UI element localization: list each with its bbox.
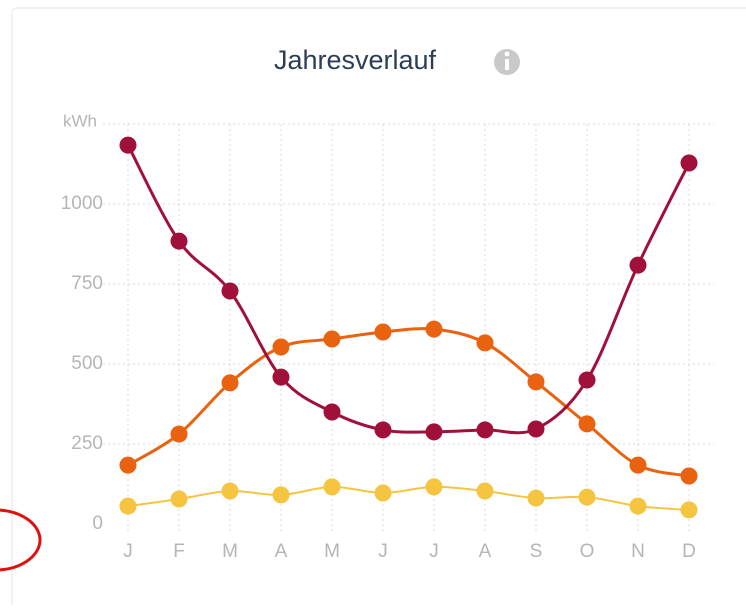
- x-tick-label: D: [682, 541, 696, 562]
- data-point: [119, 456, 137, 474]
- data-point: [425, 478, 443, 496]
- data-point: [170, 490, 188, 508]
- data-point: [629, 497, 647, 515]
- data-point: [221, 282, 239, 300]
- data-point: [374, 484, 392, 502]
- x-tick-label: F: [173, 541, 185, 562]
- data-point: [578, 488, 596, 506]
- y-axis-label: kWh: [63, 111, 97, 130]
- data-point: [221, 374, 239, 392]
- x-tick-label: M: [324, 541, 340, 562]
- data-point: [476, 334, 494, 352]
- x-tick-label: O: [580, 541, 595, 562]
- data-point: [272, 368, 290, 386]
- data-point: [221, 482, 239, 500]
- data-point: [680, 501, 698, 519]
- data-point: [272, 338, 290, 356]
- data-point: [374, 323, 392, 341]
- data-point: [425, 320, 443, 338]
- data-point: [374, 421, 392, 439]
- info-icon[interactable]: [494, 49, 520, 75]
- data-point: [680, 154, 698, 172]
- data-point: [680, 467, 698, 485]
- x-tick-label: J: [123, 541, 133, 562]
- data-point: [476, 421, 494, 439]
- data-point: [629, 456, 647, 474]
- chart-title: Jahresverlauf: [274, 45, 437, 75]
- data-point: [323, 478, 341, 496]
- data-point: [527, 373, 545, 391]
- x-tick-label: A: [275, 541, 288, 562]
- x-tick-label: J: [429, 541, 439, 562]
- data-point: [425, 423, 443, 441]
- y-tick-label: 750: [71, 273, 103, 294]
- y-tick-label: 1000: [61, 193, 103, 214]
- data-point: [170, 425, 188, 443]
- x-tick-label: J: [378, 541, 388, 562]
- data-point: [629, 256, 647, 274]
- data-point: [170, 232, 188, 250]
- x-tick-label: N: [631, 541, 645, 562]
- data-point: [527, 489, 545, 507]
- y-tick-label: 250: [71, 433, 103, 454]
- data-point: [119, 136, 137, 154]
- info-bar[interactable]: [505, 59, 509, 70]
- data-point: [527, 420, 545, 438]
- y-tick-label: 0: [92, 513, 103, 534]
- card: [11, 7, 746, 610]
- x-tick-label: M: [222, 541, 238, 562]
- data-point: [578, 371, 596, 389]
- data-point: [323, 403, 341, 421]
- data-point: [323, 330, 341, 348]
- annotation-circle: [0, 508, 42, 572]
- x-tick-label: S: [530, 541, 543, 562]
- data-point: [272, 486, 290, 504]
- y-tick-label: 500: [71, 353, 103, 374]
- x-tick-label: A: [479, 541, 492, 562]
- data-point: [119, 497, 137, 515]
- series-line: [126, 144, 691, 435]
- data-point: [476, 482, 494, 500]
- data-point: [578, 415, 596, 433]
- info-dot[interactable]: [504, 51, 510, 57]
